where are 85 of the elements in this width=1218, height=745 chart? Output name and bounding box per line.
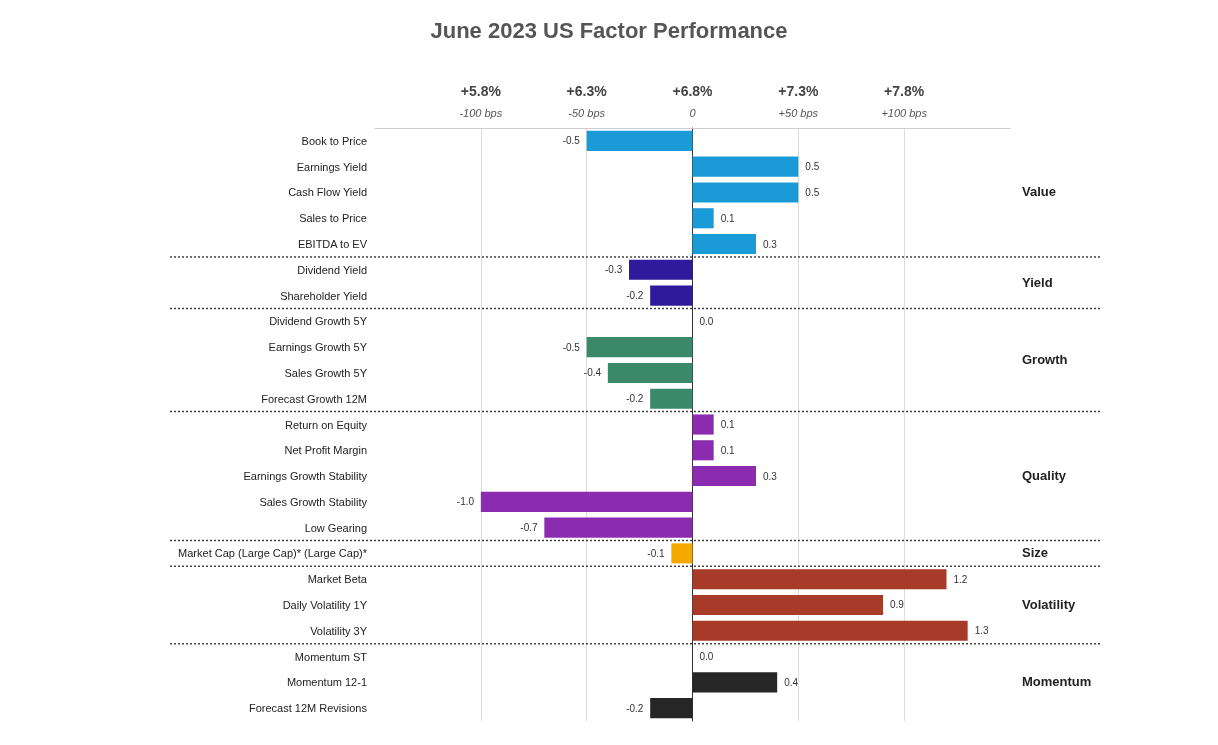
x2-tick-label: +6.8%	[672, 83, 714, 99]
annotation: 0.3	[763, 470, 777, 482]
annotation: 0.0	[699, 315, 714, 327]
annotation: 0.9	[890, 599, 904, 611]
annotation: 0.4	[784, 676, 799, 688]
x2-tick-label: +5.8%	[460, 83, 502, 99]
text: Quality	[1022, 468, 1067, 484]
bar	[480, 491, 693, 512]
bar	[671, 543, 693, 564]
x-tick-label: -100 bps	[459, 106, 503, 119]
y-tick-label: EBITDA to EV	[297, 238, 368, 251]
annotation: 1.3	[974, 625, 989, 637]
annotation: 1.2	[953, 573, 968, 585]
annotation: 0.3	[763, 238, 777, 250]
y-tick-label: Sales to Price	[299, 212, 367, 225]
annotation: 0.1	[720, 212, 735, 224]
x2-tick-label: +7.8%	[884, 83, 925, 99]
y-tick-label: Sales Growth Stability	[259, 495, 368, 508]
annotation: -0.4	[583, 367, 602, 379]
x2-tick-label: +6.3%	[566, 83, 608, 99]
bar	[692, 569, 947, 590]
y-tick-label: Forecast Growth 12M	[261, 392, 367, 405]
bar	[692, 620, 968, 641]
annotation: 0.1	[720, 419, 735, 430]
text: Yield	[1022, 274, 1053, 290]
bar	[607, 362, 693, 383]
bar	[692, 440, 714, 461]
annotation: 0.5	[805, 186, 820, 198]
bar	[692, 208, 714, 229]
y-tick-label: Dividend Yield	[297, 263, 367, 276]
y-tick-label: Low Gearing	[304, 521, 367, 534]
bar	[650, 698, 693, 719]
y-tick-label: Book to Price	[301, 134, 367, 147]
annotation: -0.3	[605, 264, 623, 276]
bar	[629, 259, 693, 280]
y-tick-label: Forecast 12M Revisions	[249, 702, 368, 715]
y-tick-label: Sales Growth 5Y	[284, 366, 368, 379]
annotation: 0.5	[805, 161, 820, 173]
annotation: -0.1	[647, 547, 665, 559]
bar	[692, 594, 883, 616]
text: Momentum	[1022, 674, 1092, 690]
chart-title: June 2023 US Factor Performance	[430, 17, 788, 43]
y-tick-label: Market Beta	[307, 573, 368, 586]
y-tick-label: Dividend Growth 5Y	[269, 315, 368, 328]
annotation: -1.0	[456, 496, 475, 508]
y-tick-label: Volatility 3Y	[310, 624, 368, 637]
bar	[692, 414, 714, 435]
annotation: -0.2	[626, 290, 644, 302]
annotation: -0.2	[626, 702, 644, 714]
x-tick-label: +50 bps	[778, 106, 819, 119]
bar	[586, 337, 693, 358]
y-tick-label: Earnings Growth 5Y	[268, 341, 368, 354]
annotation: -0.2	[626, 393, 644, 405]
bar	[544, 517, 693, 538]
x-tick-label: +100 bps	[881, 106, 928, 119]
x-tick-label: 0	[689, 106, 697, 119]
y-tick-label: Market Cap (Large Cap)* (Large Cap)*	[178, 547, 368, 560]
y-tick-label: Shareholder Yield	[280, 289, 367, 302]
text: Size	[1022, 545, 1049, 561]
y-tick-label: Cash Flow Yield	[288, 186, 367, 199]
bar	[586, 130, 693, 151]
bar	[692, 672, 778, 693]
y-tick-label: Earnings Growth Stability	[243, 470, 368, 483]
y-tick-label: Momentum ST	[294, 650, 368, 663]
text: Volatility	[1022, 596, 1076, 612]
annotation: -0.7	[520, 522, 538, 534]
bar	[650, 285, 693, 306]
annotation: 0.0	[699, 651, 714, 663]
text: Growth	[1022, 352, 1068, 368]
annotation: -0.5	[562, 341, 580, 353]
y-tick-label: Momentum 12-1	[286, 676, 367, 689]
bar	[692, 466, 756, 487]
y-tick-label: Daily Volatility 1Y	[282, 598, 368, 611]
annotation: -0.5	[562, 135, 580, 147]
text: Value	[1022, 184, 1056, 200]
y-tick-label: Earnings Yield	[296, 160, 367, 173]
bar	[650, 388, 693, 409]
bar	[692, 182, 799, 203]
bar	[692, 233, 756, 255]
y-tick-label: Net Profit Margin	[284, 444, 367, 457]
y-tick-label: Return on Equity	[285, 418, 368, 431]
bar	[692, 156, 799, 177]
annotation: 0.1	[720, 444, 735, 456]
x-tick-label: -50 bps	[568, 106, 606, 119]
x2-tick-label: +7.3%	[778, 83, 819, 99]
